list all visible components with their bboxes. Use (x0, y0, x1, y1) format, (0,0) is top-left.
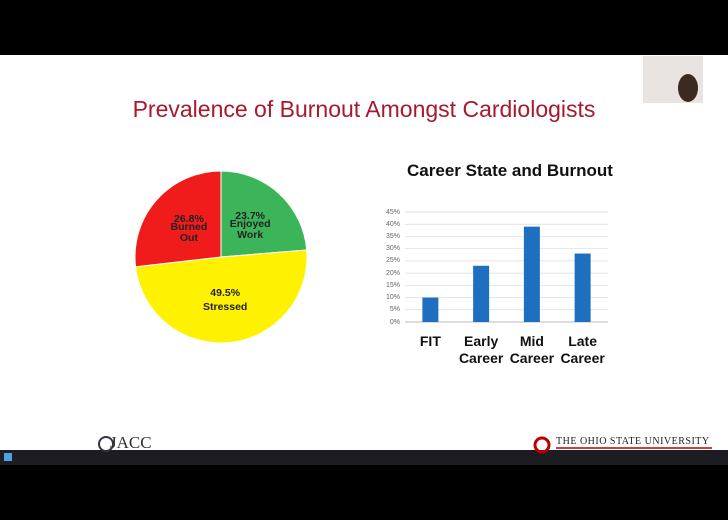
osu-logo (533, 436, 551, 454)
webcam-person (678, 74, 698, 102)
y-tick-label: 15% (385, 281, 400, 289)
y-tick-label: 30% (385, 245, 400, 253)
slide (0, 55, 728, 450)
bar (473, 265, 490, 322)
pie-value-label: 49.5% (210, 287, 241, 299)
pie-value-label: 23.7% (235, 209, 266, 222)
pie-category-label: Enjoyed Work (229, 217, 271, 241)
y-tick-label: 20% (385, 269, 400, 277)
start-button[interactable] (4, 453, 12, 461)
y-tick-label: 40% (385, 220, 400, 228)
pie-slice (134, 170, 222, 268)
taskbar (0, 450, 728, 465)
slide-title: Prevalence of Burnout Amongst Cardiologi… (132, 96, 596, 122)
bar-chart-title: Career State and Burnout (407, 161, 613, 180)
x-tick-label: FIT (419, 333, 441, 349)
x-tick-label: Late Career (560, 333, 605, 366)
y-tick-label: 10% (385, 294, 400, 302)
y-tick-label: 35% (385, 232, 400, 240)
y-tick-label: 45% (385, 208, 400, 216)
x-tick-label: Mid Career (509, 333, 555, 366)
pie-value-label: 26.8% (174, 212, 204, 225)
bar (574, 253, 591, 322)
jacc-logo (98, 436, 114, 452)
bar (523, 226, 540, 322)
pie-category-label: Burned Out (170, 220, 208, 244)
bar (422, 297, 439, 322)
y-tick-label: 25% (385, 257, 400, 265)
pie-slice (134, 249, 308, 344)
pie-category-label: Stressed (202, 300, 248, 313)
jacc-logo-text: JACC (110, 433, 152, 452)
y-tick-label: 0% (389, 318, 400, 326)
y-tick-label: 5% (389, 306, 400, 314)
osu-logo-text: THE OHIO STATE UNIVERSITY (556, 436, 710, 447)
pie-slice (220, 170, 308, 258)
x-tick-label: Early Career (458, 333, 504, 366)
